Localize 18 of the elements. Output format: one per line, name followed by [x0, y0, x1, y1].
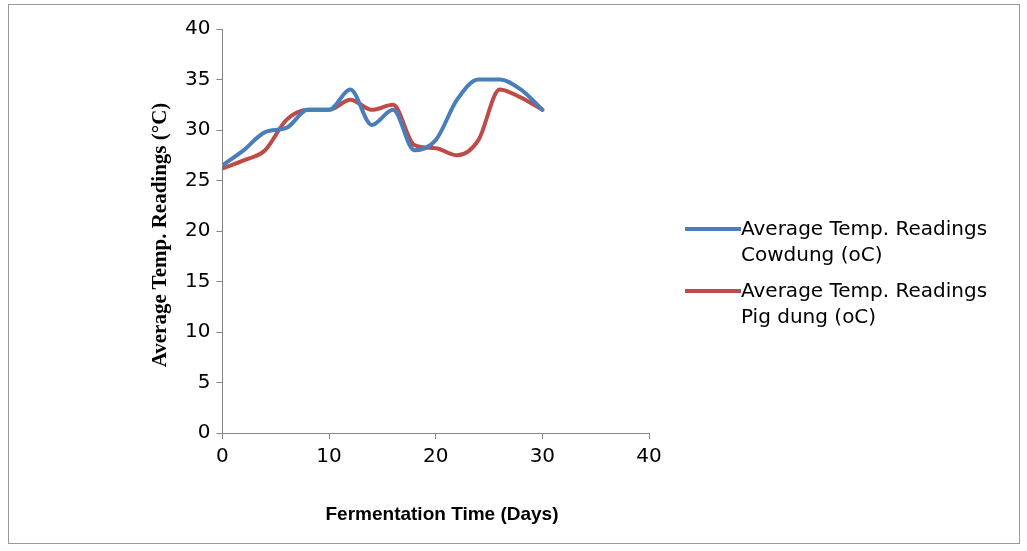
y-tick-label: 0 — [197, 419, 211, 444]
y-tick-label: 35 — [185, 65, 211, 90]
x-tick-label: 30 — [529, 443, 556, 468]
x-tick-label: 0 — [216, 443, 229, 468]
x-axis-title: Fermentation Time (Days) — [325, 503, 559, 525]
x-tick-label: 10 — [316, 443, 342, 468]
y-tick-label: 25 — [185, 166, 211, 191]
x-tick-label: 20 — [423, 443, 449, 468]
x-tick-label: 40 — [636, 443, 662, 468]
y-tick-label: 10 — [185, 318, 211, 343]
y-tick-label: 30 — [185, 116, 211, 141]
legend-label: Average Temp. Readings Pig dung (oC) — [741, 277, 989, 329]
y-axis-title: Average Temp. Readings (°C) — [146, 102, 172, 368]
y-tick-label: 5 — [197, 368, 211, 393]
y-tick-label: 15 — [185, 267, 211, 292]
y-tick-label: 40 — [185, 15, 211, 40]
y-tick-label: 20 — [185, 217, 211, 242]
legend-label: Average Temp. Readings Cowdung (oC) — [741, 215, 989, 267]
